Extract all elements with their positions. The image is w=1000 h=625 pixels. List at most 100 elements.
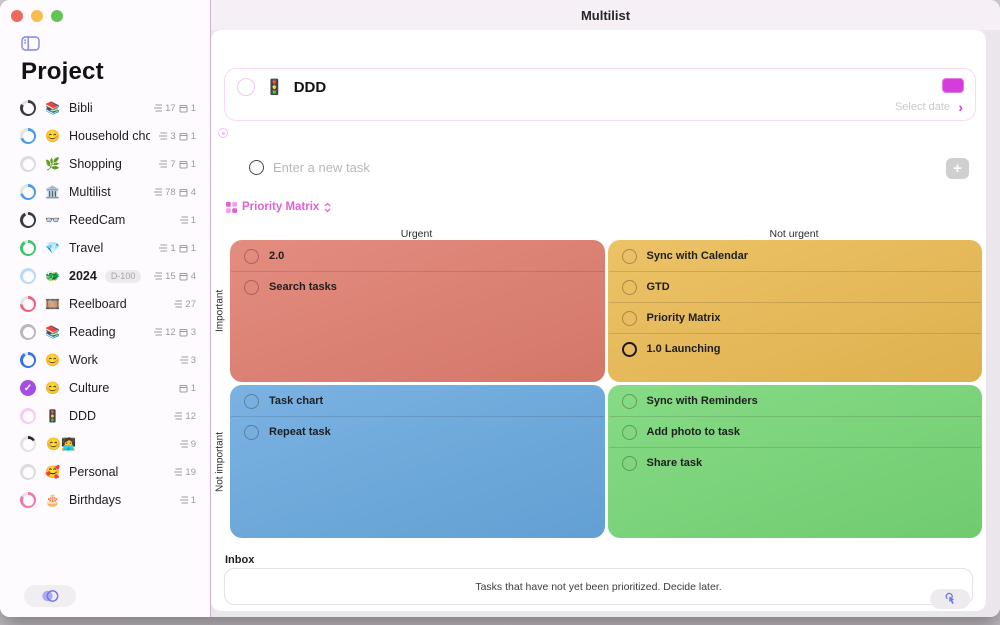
- task-checkbox[interactable]: [244, 424, 259, 440]
- new-task-row: [249, 159, 593, 175]
- sidebar-item-reading[interactable]: 📚 Reading 12 3: [0, 318, 210, 346]
- minimize-button[interactable]: [31, 10, 43, 22]
- progress-ring[interactable]: [20, 408, 36, 424]
- task-label: Share task: [646, 457, 703, 469]
- sidebar-item-birthdays[interactable]: 🎂 Birthdays 1: [0, 486, 210, 514]
- matrix-grid-icon: [226, 201, 237, 213]
- task-checkbox[interactable]: [621, 310, 637, 326]
- task-checkbox[interactable]: [621, 455, 637, 471]
- list-name: Bibli: [69, 101, 93, 115]
- matrix-task[interactable]: Priority Matrix: [608, 303, 983, 333]
- list-emoji: 🎂: [45, 493, 60, 507]
- sidebar-item-work[interactable]: 😊 Work 3: [0, 346, 210, 374]
- progress-ring[interactable]: [20, 100, 36, 116]
- completed-filter-button[interactable]: [24, 585, 76, 607]
- task-label: Priority Matrix: [646, 312, 721, 324]
- task-checkbox[interactable]: [621, 393, 637, 409]
- zoom-button[interactable]: [51, 10, 63, 22]
- list-emoji: 💎: [45, 241, 60, 255]
- task-count-icon: [154, 188, 163, 196]
- list-emoji: 📚: [45, 325, 60, 339]
- list-emoji: 😊: [45, 353, 60, 367]
- matrix-task[interactable]: Search tasks: [230, 272, 605, 302]
- task-checkbox[interactable]: [621, 341, 637, 357]
- task-checkbox[interactable]: [621, 424, 637, 440]
- task-checkbox[interactable]: [237, 78, 255, 96]
- scheduled-count-icon: [179, 384, 188, 392]
- progress-ring[interactable]: [20, 212, 36, 228]
- close-button[interactable]: [11, 10, 23, 22]
- progress-ring[interactable]: [20, 296, 36, 312]
- check-icon: ✓: [23, 382, 33, 394]
- progress-ring[interactable]: [20, 436, 36, 452]
- progress-ring[interactable]: [20, 184, 36, 200]
- matrix-task[interactable]: Sync with Calendar: [608, 241, 983, 271]
- scheduled-count-icon: [179, 244, 188, 252]
- matrix-task[interactable]: Repeat task: [230, 417, 605, 447]
- gesture-hint-button[interactable]: [930, 589, 970, 609]
- sidebar-item-emoji-list[interactable]: 😊🧑‍💻 9: [0, 430, 210, 458]
- progress-ring[interactable]: [20, 492, 36, 508]
- progress-ring[interactable]: ✓: [20, 380, 36, 396]
- new-task-checkbox[interactable]: [249, 159, 264, 175]
- matrix-task[interactable]: Share task: [608, 448, 983, 478]
- progress-ring[interactable]: [20, 156, 36, 172]
- list-counts: 1 1: [158, 243, 196, 254]
- sidebar-item-travel[interactable]: 💎 Travel 1 1: [0, 234, 210, 262]
- task-checkbox[interactable]: [621, 279, 637, 295]
- list-counts: 1: [179, 215, 196, 226]
- sidebar-item-reedcam[interactable]: 👓 ReedCam 1: [0, 206, 210, 234]
- progress-ring[interactable]: [20, 240, 36, 256]
- list-counts: 27: [173, 299, 196, 310]
- task-checkbox[interactable]: [621, 248, 637, 264]
- divider: [608, 447, 981, 448]
- list-name: Shopping: [69, 157, 122, 171]
- sidebar-item-culture[interactable]: ✓ 😊 Culture 1: [0, 374, 210, 402]
- task-checkbox[interactable]: [244, 279, 259, 295]
- sidebar-item-multilist[interactable]: 🏛️ Multilist 78 4: [0, 178, 210, 206]
- progress-ring[interactable]: [20, 268, 36, 284]
- new-task-input[interactable]: [273, 159, 593, 175]
- task-checkbox[interactable]: [244, 393, 259, 409]
- matrix-task[interactable]: Task chart: [230, 386, 605, 416]
- matrix-task[interactable]: Sync with Reminders: [608, 386, 983, 416]
- select-date-label[interactable]: Select date: [894, 101, 950, 113]
- list-name: Travel: [69, 241, 104, 255]
- progress-ring[interactable]: [20, 128, 36, 144]
- inbox-dropzone[interactable]: Tasks that have not yet been prioritized…: [224, 568, 973, 605]
- task-checkbox[interactable]: [244, 248, 259, 264]
- matrix-task[interactable]: Add photo to task: [608, 417, 983, 447]
- sidebar-toggle-icon[interactable]: [21, 36, 40, 56]
- task-label: Repeat task: [269, 426, 331, 438]
- progress-ring[interactable]: [20, 464, 36, 480]
- overlapping-circles-icon: [42, 590, 59, 602]
- list-emoji: 😊: [45, 129, 60, 143]
- sidebar-item-personal[interactable]: 🥰 Personal 19: [0, 458, 210, 486]
- sidebar-item-bibli[interactable]: 📚 Bibli 17 1: [0, 94, 210, 122]
- add-task-button[interactable]: +: [946, 158, 969, 179]
- chevron-right-icon[interactable]: ›: [958, 99, 963, 115]
- sidebar-item-ddd[interactable]: 🚦 DDD 12: [0, 402, 210, 430]
- task-header-card[interactable]: 🚦 DDD Select date ›: [224, 68, 976, 121]
- task-count-icon: [154, 272, 163, 280]
- matrix-task[interactable]: GTD: [608, 272, 983, 302]
- sidebar-item-shopping[interactable]: 🌿 Shopping 7 1: [0, 150, 210, 178]
- matrix-task[interactable]: 2.0: [230, 241, 605, 271]
- list-counts: 9: [179, 439, 196, 450]
- color-tag[interactable]: [942, 78, 964, 93]
- view-selector[interactable]: Priority Matrix: [226, 201, 331, 213]
- task-count-icon: [179, 440, 188, 448]
- sidebar-item-reelboard[interactable]: 🎞️ Reelboard 27: [0, 290, 210, 318]
- sidebar-item-2024[interactable]: 🐲 2024 D-100 15 4: [0, 262, 210, 290]
- priority-matrix: 2.0 Search tasks Sync with Calendar: [230, 240, 982, 538]
- progress-ring[interactable]: [20, 352, 36, 368]
- focus-target-icon[interactable]: [218, 128, 228, 138]
- scheduled-count-icon: [179, 272, 188, 280]
- divider: [608, 271, 981, 272]
- matrix-task[interactable]: 1.0 Launching: [608, 334, 983, 364]
- sidebar-item-household-chores[interactable]: 😊 Household chores 3 1: [0, 122, 210, 150]
- progress-ring[interactable]: [20, 324, 36, 340]
- row-header-important: Important: [214, 289, 226, 333]
- task-label: Add photo to task: [646, 426, 741, 438]
- list-counts: 7 1: [158, 159, 196, 170]
